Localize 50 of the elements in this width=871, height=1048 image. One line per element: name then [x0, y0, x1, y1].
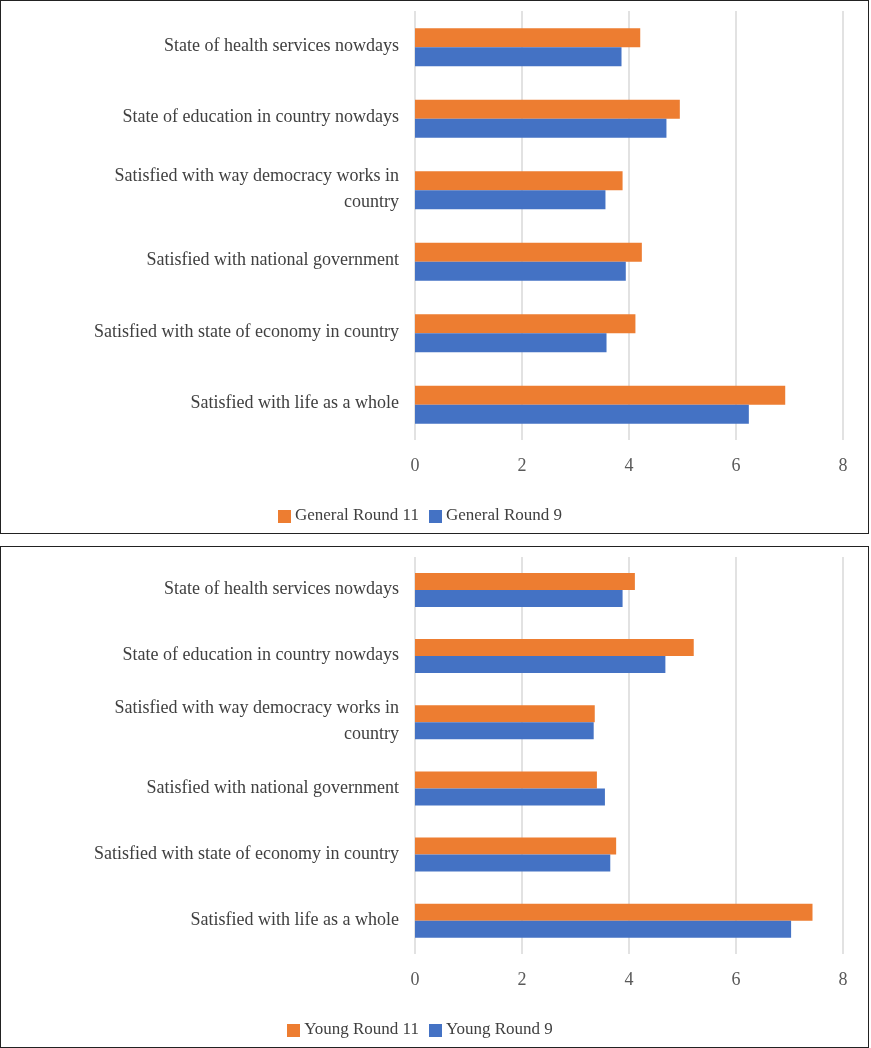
x-tick-label: 2: [517, 454, 527, 475]
x-tick-label: 8: [838, 968, 848, 989]
legend-label: Young Round 11: [304, 1019, 419, 1038]
y-tick-label: Satisfied with national government: [146, 249, 399, 270]
x-tick-label: 8: [838, 454, 848, 475]
bar: [415, 771, 597, 789]
y-tick-label: Satisfied with way democracy works in country: [114, 697, 399, 744]
bar: [415, 788, 605, 806]
bar: [415, 99, 680, 119]
bar: [415, 404, 749, 424]
y-tick-label: State of health services nowdays: [164, 34, 399, 55]
bar: [415, 385, 786, 405]
bar: [415, 837, 617, 855]
x-tick-label: 0: [410, 454, 420, 475]
y-tick-label: State of education in country nowdays: [122, 644, 399, 665]
bar: [415, 722, 594, 740]
bar: [415, 589, 623, 607]
bar: [415, 639, 694, 657]
bar: [415, 333, 607, 353]
x-tick-label: 0: [410, 968, 420, 989]
bar: [415, 920, 792, 938]
legend-label: General Round 9: [445, 505, 563, 524]
bar: [415, 903, 813, 921]
bar: [415, 572, 635, 590]
y-tick-label: State of health services nowdays: [164, 578, 399, 599]
bar: [415, 314, 636, 334]
y-tick-label: Satisfied with state of economy in country: [94, 320, 399, 341]
bar: [415, 47, 622, 67]
x-tick-label: 6: [731, 968, 741, 989]
y-tick-label: Satisfied with life as a whole: [190, 909, 400, 930]
y-tick-label: Satisfied with state of economy in country: [94, 842, 399, 863]
bar: [415, 242, 642, 262]
x-tick-label: 6: [731, 454, 741, 475]
x-tick-label: 4: [624, 454, 634, 475]
legend-label: Young Round 9: [445, 1019, 553, 1038]
y-tick-label: Satisfied with way democracy works in country: [114, 164, 399, 211]
bar: [415, 705, 595, 723]
bar: [415, 854, 611, 872]
bar: [415, 261, 626, 281]
bar: [415, 118, 667, 138]
x-tick-label: 2: [517, 968, 527, 989]
y-tick-label: Satisfied with national government: [146, 776, 399, 797]
x-tick-label: 4: [624, 968, 634, 989]
bar: [415, 656, 666, 674]
bar: [415, 190, 606, 210]
bar: [415, 171, 623, 191]
legend-label: General Round 11: [294, 505, 419, 524]
bar: [415, 28, 641, 48]
y-tick-label: State of education in country nowdays: [122, 106, 399, 127]
y-tick-label: Satisfied with life as a whole: [190, 392, 400, 413]
